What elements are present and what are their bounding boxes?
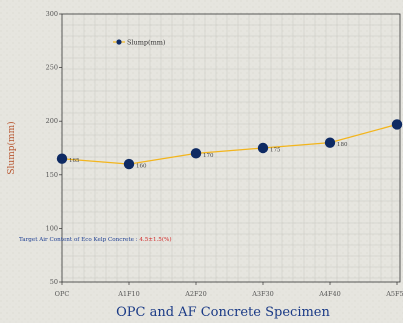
legend-marker-swatch [116,39,122,45]
x-tick-label: A2F20 [184,290,207,298]
x-tick-label: A1F10 [117,290,140,298]
annotation-prefix: Target Air Content of Eco Kelp Concrete … [19,237,139,243]
data-point [391,119,403,130]
data-label: 180 [337,142,348,148]
plot-area [61,13,401,283]
y-tick-label: 250 [46,64,58,72]
data-point [56,153,68,164]
data-label: 175 [270,148,281,154]
data-point [190,148,202,159]
y-axis: 50 100 150 200 250 300 [46,10,62,286]
annotation: Target Air Content of Eco Kelp Concrete … [19,236,172,243]
y-tick-label: 300 [46,10,58,18]
x-tick-label: A3F30 [251,290,274,298]
data-label: 165 [69,158,80,164]
legend-label: Slump(mm) [127,39,166,47]
x-tick-label: OPC [55,290,70,298]
x-axis-label: OPC and AF Concrete Specimen [116,305,330,320]
data-point [324,137,336,148]
y-tick-label: 100 [46,224,58,232]
y-tick-label: 150 [46,171,58,179]
data-point [257,142,269,154]
x-tick-label: A5F50 [385,290,403,298]
x-tick-label: A4F40 [318,290,341,298]
gridlines [62,14,400,282]
y-axis-label: Slump(mm) [6,121,17,174]
y-tick-label: 50 [50,278,58,286]
y-tick-label: 200 [46,117,58,125]
data-label: 160 [136,164,147,170]
data-label: 170 [203,153,214,159]
series-slump: 165 160 170 175 180 [56,119,403,170]
legend: Slump(mm) [113,39,166,47]
data-point [123,158,135,170]
series-line [61,123,398,165]
x-axis: OPC A1F10 A2F20 A3F30 A4F40 A5F50 [55,282,403,298]
annotation-value: 4.5±1.5(%) [139,236,171,243]
